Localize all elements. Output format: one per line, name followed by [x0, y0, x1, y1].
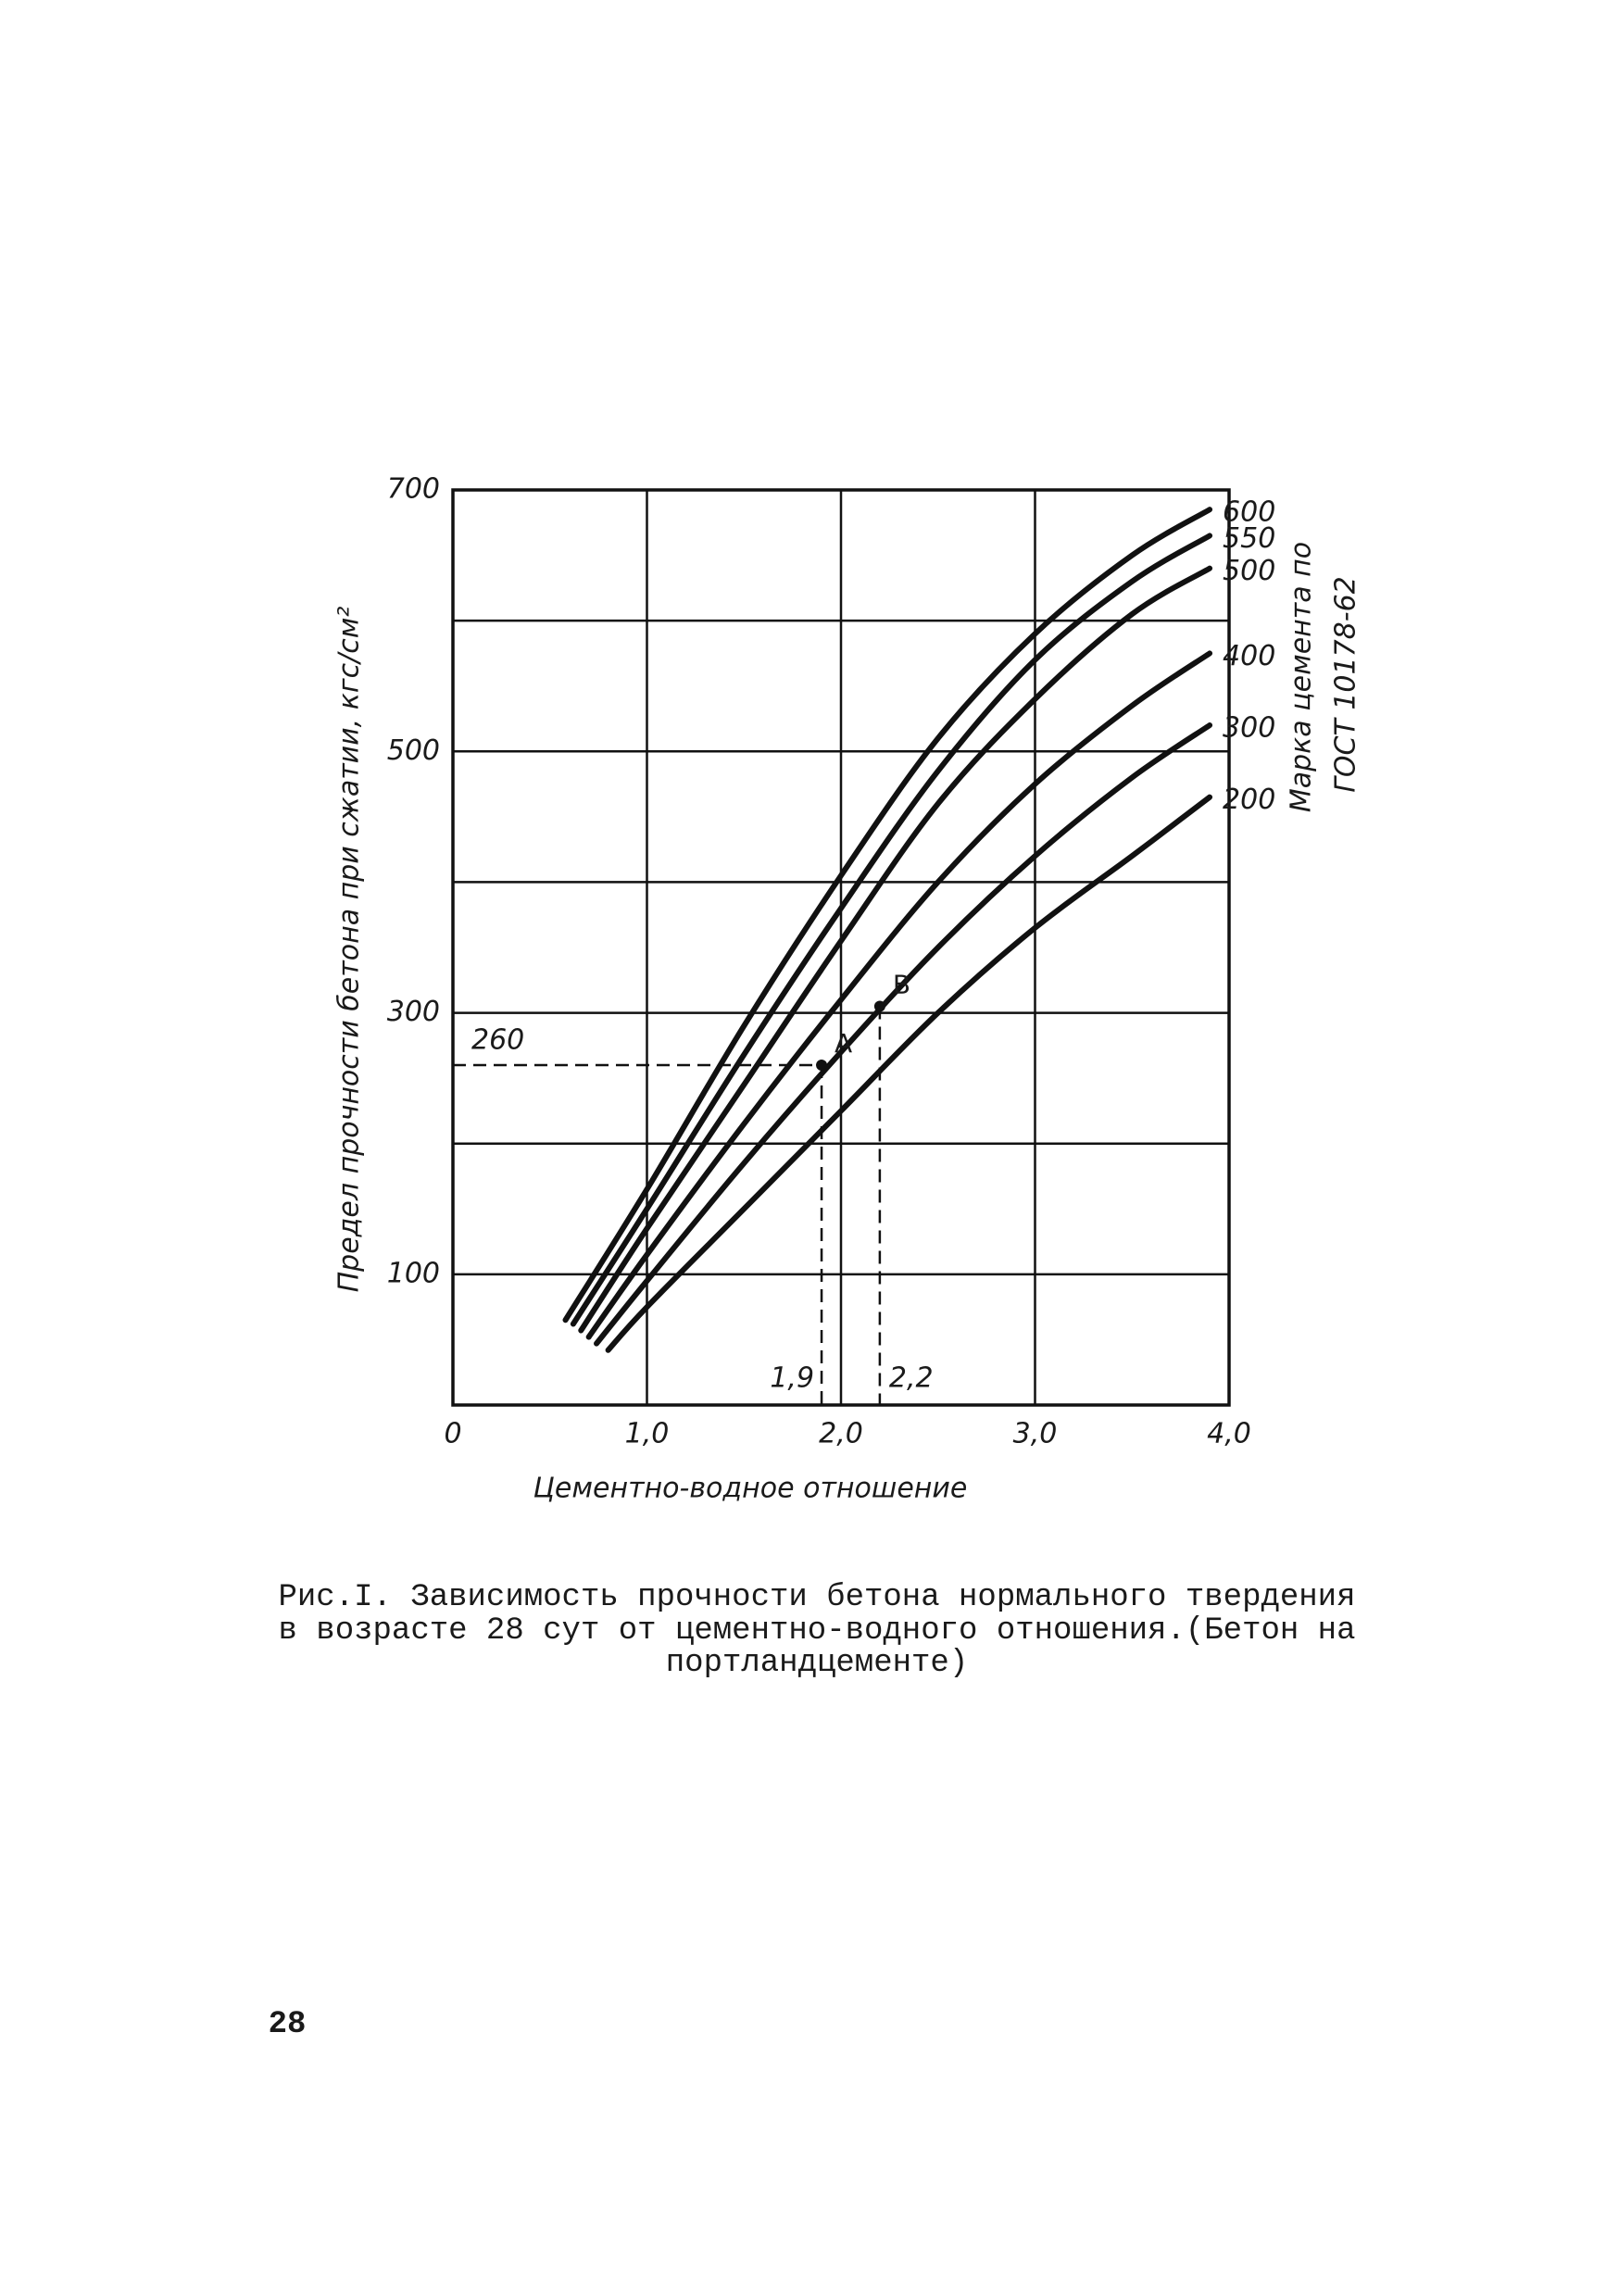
guide-label: 1,9: [770, 1362, 814, 1395]
x-tick-label: 4,0: [1207, 1418, 1251, 1450]
point-label: B: [893, 970, 910, 1000]
x-axis-label: Цементно-водное отношение: [533, 1473, 968, 1505]
y-tick-label: 500: [387, 734, 440, 767]
x-tick-label: 3,0: [1013, 1418, 1058, 1450]
curve: [594, 722, 1213, 1347]
x-tick-label: 2,0: [819, 1418, 863, 1450]
curve: [578, 565, 1213, 1334]
curve: [585, 650, 1213, 1340]
curve: [605, 794, 1213, 1353]
legend-label: 200: [1223, 784, 1275, 816]
legend-label: 550: [1223, 522, 1275, 555]
caption-line: Рис.I. Зависимость прочности бетона норм…: [279, 1580, 1356, 1615]
y-axis-label: Предел прочности бетона при сжатии, кгс/…: [333, 607, 366, 1293]
legend-title: Марка цемента по: [1286, 542, 1318, 812]
point-marker: [816, 1060, 828, 1072]
y-tick-label: 300: [387, 996, 440, 1028]
caption-line: портландцементе): [666, 1646, 968, 1681]
x-tick-label: 0: [444, 1418, 461, 1450]
guide-label: 2,2: [889, 1362, 934, 1395]
legend-label: 600: [1223, 496, 1275, 529]
caption-line: в возрасте 28 сут от цементно-водного от…: [279, 1613, 1356, 1649]
curve: [562, 507, 1213, 1324]
y-tick-label: 700: [387, 473, 440, 506]
legend-title: ГОСТ 10178-62: [1330, 576, 1362, 793]
point-label: A: [835, 1028, 852, 1059]
x-tick-label: 1,0: [625, 1418, 670, 1450]
point-marker: [873, 1000, 885, 1012]
y-tick-label: 100: [387, 1257, 440, 1289]
legend-label: 300: [1223, 712, 1275, 745]
legend-label: 500: [1223, 555, 1275, 587]
guide-label: 260: [471, 1024, 524, 1057]
plot-frame: [451, 488, 1231, 1407]
legend-label: 400: [1223, 640, 1275, 672]
curve: [570, 533, 1213, 1327]
page-number: 28: [269, 2007, 307, 2042]
